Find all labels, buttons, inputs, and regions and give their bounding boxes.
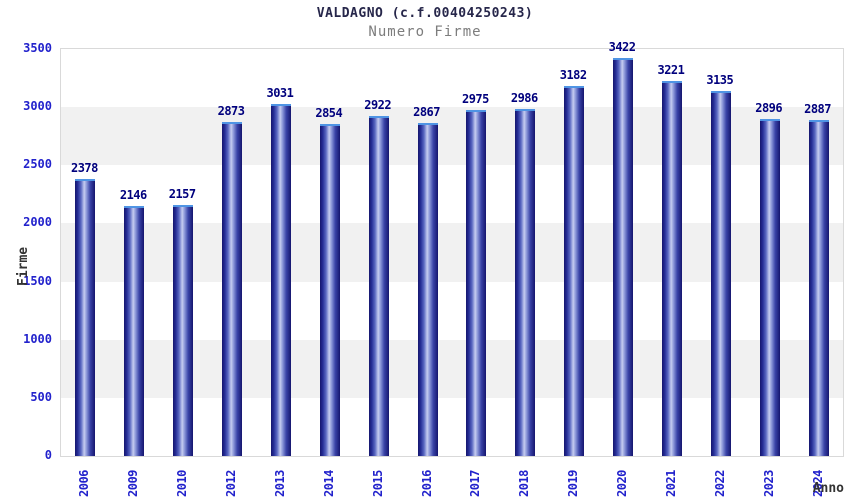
x-axis-label: Anno [812, 481, 844, 496]
x-tick-label-2015: 2015 [370, 470, 385, 497]
bar-2024 [808, 120, 829, 456]
bar-value-label: 2854 [315, 106, 343, 121]
bar-2009 [124, 206, 145, 456]
y-tick-label: 2000 [23, 215, 52, 230]
x-tick-label-2016: 2016 [419, 470, 434, 497]
bar-2020 [613, 58, 634, 456]
bar-value-label: 3135 [706, 73, 734, 88]
bar-value-label: 3422 [608, 40, 636, 55]
y-tick-label: 1000 [23, 331, 52, 346]
bar-2006 [75, 179, 96, 456]
y-tick-label: 3000 [23, 99, 52, 114]
bar-value-label: 2896 [755, 101, 783, 116]
x-tick-label-2013: 2013 [272, 470, 287, 497]
x-tick-label-2010: 2010 [175, 470, 190, 497]
bar-value-label: 2157 [168, 187, 196, 202]
x-tick-label-2017: 2017 [468, 470, 483, 497]
bar-2022 [710, 91, 731, 456]
bar-value-label: 2887 [804, 102, 832, 117]
bar-2012 [222, 121, 243, 456]
bar-2016 [417, 122, 438, 456]
bar-2013 [270, 103, 291, 456]
x-tick-label-2020: 2020 [615, 470, 630, 497]
bar-value-label: 3182 [559, 67, 587, 82]
x-tick-label-2018: 2018 [517, 470, 532, 497]
x-tick-label-2022: 2022 [712, 470, 727, 497]
bar-value-label: 2975 [461, 92, 489, 107]
y-tick-label: 3500 [23, 41, 52, 55]
y-axis-label: Firme [16, 246, 31, 286]
x-tick-label-2014: 2014 [321, 470, 336, 497]
bar-2014 [319, 124, 340, 456]
bar-value-label: 2146 [119, 188, 147, 203]
bar-value-label: 3221 [657, 63, 685, 78]
chart-title: VALDAGNO (c.f.00404250243) [316, 6, 534, 21]
bar-2021 [661, 81, 682, 456]
y-tick-label: 1500 [23, 273, 52, 288]
x-tick-label-2012: 2012 [224, 470, 239, 497]
bar-value-label: 2867 [413, 104, 441, 119]
x-tick-label-2006: 2006 [77, 470, 92, 497]
x-tick-label-2009: 2009 [126, 470, 141, 497]
bar-value-label: 2986 [510, 90, 538, 105]
bar-2010 [173, 205, 194, 456]
bar-2015 [368, 116, 389, 456]
bar-value-label: 2873 [217, 103, 245, 118]
y-tick-label: 2500 [23, 157, 52, 172]
bar-value-label: 2922 [364, 98, 392, 113]
bar-value-label: 2378 [70, 161, 98, 176]
bar-2019 [564, 85, 585, 456]
bar-2018 [515, 108, 536, 456]
y-tick-label: 0 [44, 448, 52, 462]
bar-2017 [466, 110, 487, 456]
y-tick-label: 500 [30, 389, 52, 404]
chart-subtitle: Numero Firme [368, 24, 482, 40]
bar-2023 [759, 119, 780, 456]
x-tick-label-2023: 2023 [761, 470, 776, 497]
bar-value-label: 3031 [266, 85, 294, 100]
plot-area [60, 48, 844, 457]
x-tick-label-2019: 2019 [566, 470, 581, 497]
x-tick-label-2021: 2021 [663, 470, 678, 497]
